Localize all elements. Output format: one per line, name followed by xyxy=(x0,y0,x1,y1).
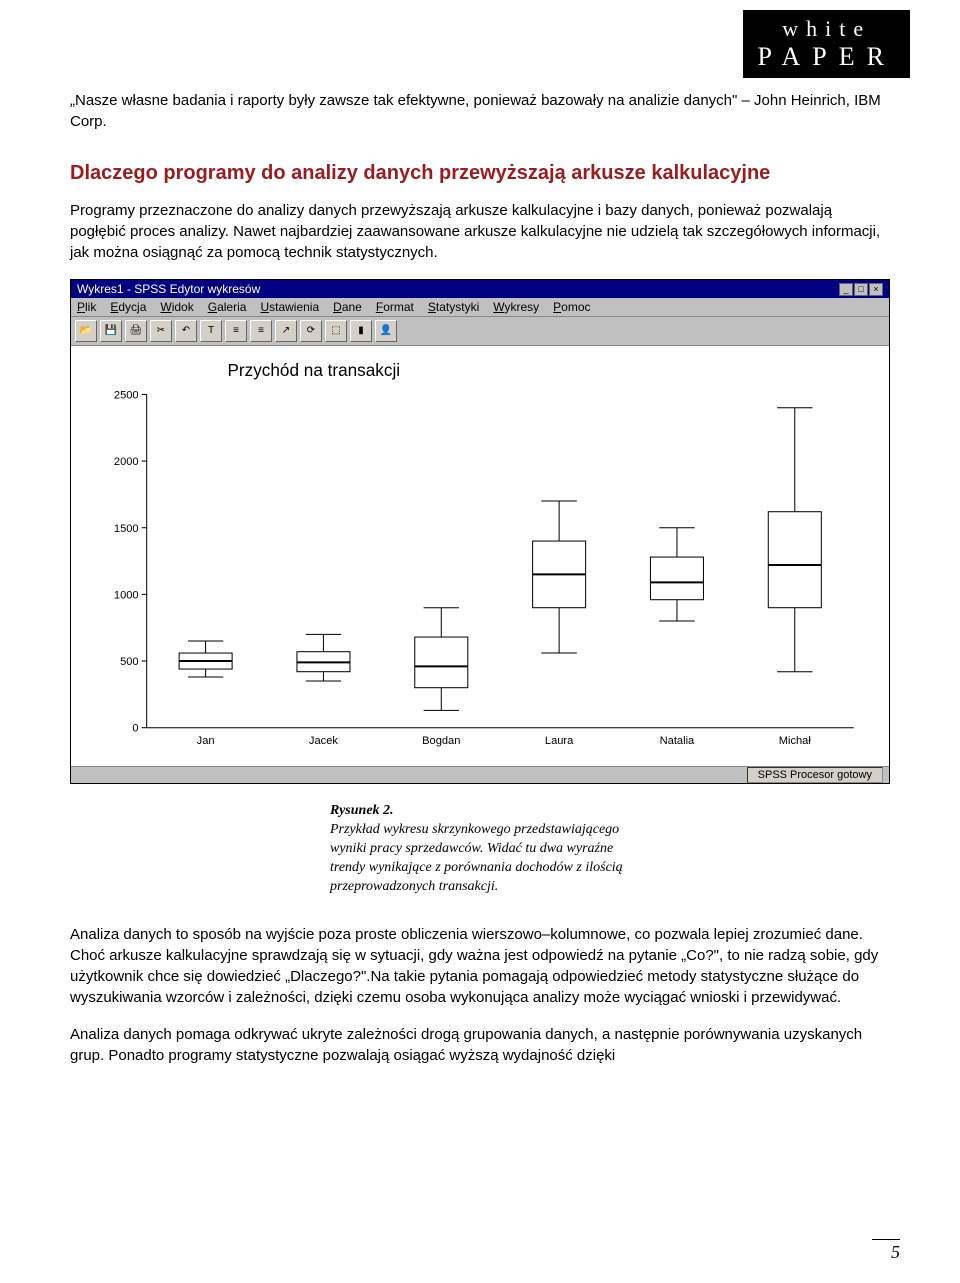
select-icon[interactable]: ⬚ xyxy=(325,320,347,342)
menu-item[interactable]: Galeria xyxy=(208,300,247,314)
page-content: „Nasze własne badania i raporty były zaw… xyxy=(70,90,890,1082)
minimize-icon[interactable]: _ xyxy=(839,283,853,296)
arrow-icon[interactable]: ↗ xyxy=(275,320,297,342)
svg-text:Jacek: Jacek xyxy=(309,735,338,747)
svg-text:Laura: Laura xyxy=(545,735,574,747)
status-bar: SPSS Procesor gotowy xyxy=(71,766,889,783)
window-title: Wykres1 - SPSS Edytor wykresów xyxy=(77,282,260,296)
align-icon[interactable]: ≡ xyxy=(250,320,272,342)
caption-title: Rysunek 2. xyxy=(330,802,650,821)
maximize-icon[interactable]: □ xyxy=(854,283,868,296)
align-icon[interactable]: ≡ xyxy=(225,320,247,342)
undo-icon[interactable]: ↶ xyxy=(175,320,197,342)
open-icon[interactable]: 📂 xyxy=(75,320,97,342)
print-icon[interactable]: 🖨 xyxy=(125,320,147,342)
svg-text:Przychód na transakcji: Przychód na transakcji xyxy=(228,360,401,380)
menu-item[interactable]: Pomoc xyxy=(553,300,590,314)
logo-line2: PAPER xyxy=(757,42,896,72)
whitepaper-logo: white PAPER xyxy=(743,10,910,78)
svg-text:Michał: Michał xyxy=(779,735,812,747)
svg-text:Jan: Jan xyxy=(197,735,215,747)
figure-caption: Rysunek 2. Przykład wykresu skrzynkowego… xyxy=(330,802,650,896)
window-titlebar: Wykres1 - SPSS Edytor wykresów _ □ × xyxy=(71,280,889,298)
menu-item[interactable]: Plik xyxy=(77,300,96,314)
cut-icon[interactable]: ✂ xyxy=(150,320,172,342)
menu-item[interactable]: Dane xyxy=(333,300,362,314)
menu-item[interactable]: Ustawienia xyxy=(260,300,319,314)
spss-window: Wykres1 - SPSS Edytor wykresów _ □ × Pli… xyxy=(70,279,890,784)
status-text: SPSS Procesor gotowy xyxy=(747,767,883,783)
paragraph-1: Programy przeznaczone do analizy danych … xyxy=(70,200,890,263)
logo-line1: white xyxy=(757,16,896,42)
bar-icon[interactable]: ▮ xyxy=(350,320,372,342)
section-heading: Dlaczego programy do analizy danych prze… xyxy=(70,160,890,186)
paragraph-3: Analiza danych pomaga odkrywać ukryte za… xyxy=(70,1024,890,1066)
svg-text:0: 0 xyxy=(132,723,138,735)
menu-item[interactable]: Widok xyxy=(160,300,193,314)
svg-text:2000: 2000 xyxy=(114,456,139,468)
svg-text:Bogdan: Bogdan xyxy=(422,735,460,747)
menu-item[interactable]: Wykresy xyxy=(493,300,539,314)
close-icon[interactable]: × xyxy=(869,283,883,296)
caption-body: Przykład wykresu skrzynkowego przedstawi… xyxy=(330,821,650,897)
svg-text:500: 500 xyxy=(120,656,139,668)
menu-item[interactable]: Format xyxy=(376,300,414,314)
toolbar: 📂💾🖨✂↶T≡≡↗⟳⬚▮👤 xyxy=(71,317,889,346)
menu-item[interactable]: Statystyki xyxy=(428,300,479,314)
quote-text: „Nasze własne badania i raporty były zaw… xyxy=(70,90,890,132)
person-icon[interactable]: 👤 xyxy=(375,320,397,342)
window-buttons: _ □ × xyxy=(839,283,883,296)
svg-text:Natalia: Natalia xyxy=(660,735,695,747)
svg-text:1500: 1500 xyxy=(114,523,139,535)
menu-bar: Plik Edycja Widok Galeria Ustawienia Dane Form… xyxy=(71,298,889,317)
svg-text:2500: 2500 xyxy=(114,389,139,401)
spin-icon[interactable]: ⟳ xyxy=(300,320,322,342)
save-icon[interactable]: 💾 xyxy=(100,320,122,342)
chart-canvas: Przychód na transakcji 0 500 1000 1500 2000 25… xyxy=(71,346,889,766)
paragraph-2: Analiza danych to sposób na wyjście poza… xyxy=(70,924,890,1008)
boxplot-chart: Przychód na transakcji 0 500 1000 1500 2000 25… xyxy=(79,354,881,758)
svg-text:1000: 1000 xyxy=(114,589,139,601)
menu-item[interactable]: Edycja xyxy=(110,300,146,314)
page-number: 5 xyxy=(872,1239,900,1263)
text-icon[interactable]: T xyxy=(200,320,222,342)
